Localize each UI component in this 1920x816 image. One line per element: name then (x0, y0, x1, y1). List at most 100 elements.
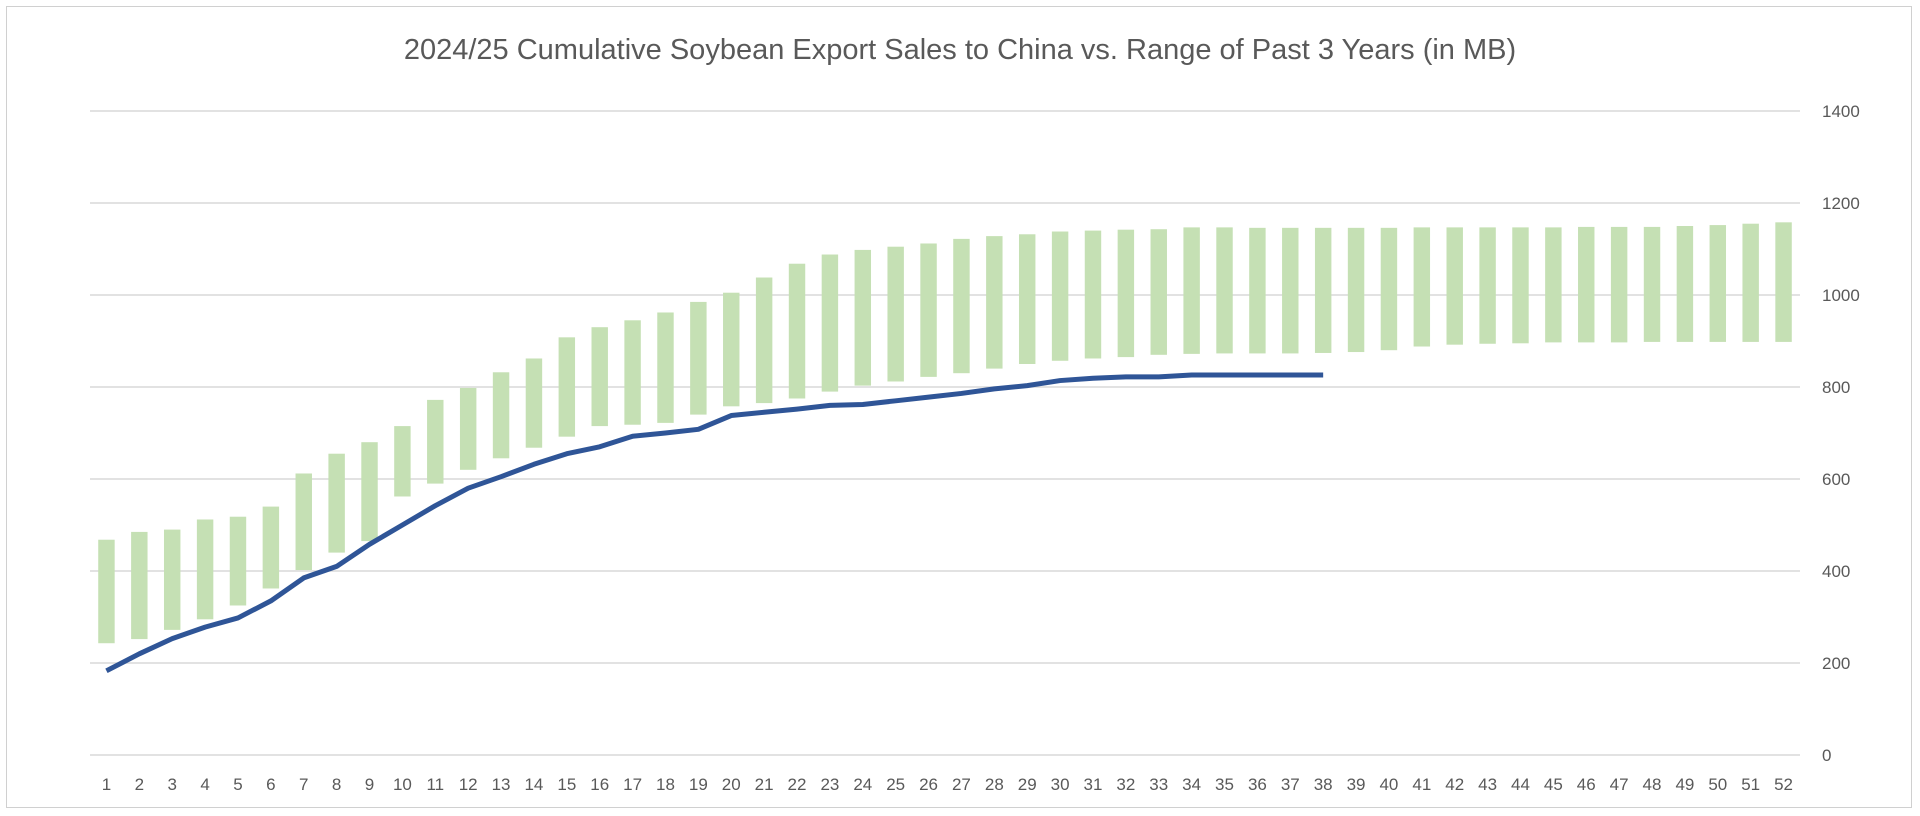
line-series (105, 372, 1324, 674)
range-bar (1512, 227, 1529, 344)
y-tick-label: 400 (1822, 562, 1850, 581)
x-tick-label: 16 (590, 775, 609, 794)
range-bar (163, 529, 181, 630)
x-tick-label: 17 (623, 775, 642, 794)
gridlines (90, 110, 1800, 756)
range-bar (1380, 227, 1398, 351)
range-bar (459, 387, 477, 470)
x-tick-label: 34 (1182, 775, 1201, 794)
x-tick-label: 9 (365, 775, 374, 794)
range-bar (1018, 234, 1036, 364)
range-bar (295, 473, 312, 571)
x-tick-label: 44 (1511, 775, 1530, 794)
range-bar (854, 249, 872, 386)
x-tick-label: 38 (1314, 775, 1333, 794)
x-tick-label: 26 (919, 775, 938, 794)
range-bar (229, 516, 247, 606)
line-2024-25 (105, 372, 1324, 674)
x-tick-label: 33 (1149, 775, 1168, 794)
range-bar (1610, 226, 1628, 343)
range-bar (98, 539, 115, 644)
range-bar (591, 327, 608, 427)
range-bar (1183, 227, 1200, 354)
range-bar (1676, 226, 1694, 342)
x-tick-label: 27 (952, 775, 971, 794)
range-bar (1216, 227, 1233, 354)
chart-frame (6, 6, 1912, 808)
range-bar (1545, 227, 1562, 343)
x-tick-label: 15 (557, 775, 576, 794)
x-tick-label: 18 (656, 775, 675, 794)
range-bar (1709, 225, 1727, 342)
range-bar (690, 301, 707, 415)
x-tick-label: 2 (135, 775, 144, 794)
x-tick-label: 12 (459, 775, 478, 794)
x-tick-label: 24 (853, 775, 872, 794)
range-bar (755, 277, 773, 404)
x-tick-label: 1 (102, 775, 111, 794)
y-tick-label: 800 (1822, 378, 1850, 397)
x-tick-label: 10 (393, 775, 412, 794)
range-bar (953, 238, 970, 374)
x-tick-label: 21 (755, 775, 774, 794)
x-tick-label: 4 (200, 775, 209, 794)
range-bars (98, 222, 1792, 644)
range-bar (1314, 227, 1332, 353)
x-tick-label: 36 (1248, 775, 1267, 794)
x-tick-label: 48 (1643, 775, 1662, 794)
x-tick-label: 32 (1116, 775, 1135, 794)
x-tick-label: 25 (886, 775, 905, 794)
y-tick-label: 1400 (1822, 102, 1860, 121)
x-tick-label: 14 (524, 775, 543, 794)
y-tick-label: 200 (1822, 654, 1850, 673)
range-bar (1150, 229, 1167, 355)
range-bar (558, 337, 576, 437)
x-tick-label: 43 (1478, 775, 1497, 794)
range-bar (1446, 227, 1463, 345)
range-bar (1775, 222, 1792, 342)
x-tick-label: 35 (1215, 775, 1234, 794)
x-tick-label: 20 (722, 775, 741, 794)
range-bar (887, 246, 904, 382)
x-tick-label: 6 (266, 775, 275, 794)
x-tick-label: 3 (167, 775, 176, 794)
x-tick-label: 40 (1379, 775, 1398, 794)
range-bar (1347, 227, 1365, 353)
range-bar (1282, 227, 1299, 354)
x-tick-label: 41 (1412, 775, 1431, 794)
x-tick-label: 22 (788, 775, 807, 794)
x-tick-label: 50 (1708, 775, 1727, 794)
y-tick-label: 600 (1822, 470, 1850, 489)
range-bar (624, 320, 641, 425)
range-bar (723, 292, 740, 407)
x-tick-label: 28 (985, 775, 1004, 794)
chart-title: 2024/25 Cumulative Soybean Export Sales … (403, 34, 1517, 66)
range-bar (1117, 229, 1135, 358)
range-bar (525, 358, 543, 448)
x-tick-label: 45 (1544, 775, 1563, 794)
x-tick-labels: 1 2 3 4 5 6 7 8 9 10 11 12 13 14 15 16 17 18 19 20 21 22 23 24 2… (102, 775, 1793, 794)
range-bar (131, 531, 148, 640)
range-bar (196, 519, 214, 620)
range-bar (427, 399, 444, 484)
x-tick-label: 8 (332, 775, 341, 794)
range-bar (1249, 227, 1266, 354)
range-bar (1051, 231, 1069, 361)
range-bar (394, 426, 411, 497)
range-bar (1084, 230, 1102, 359)
x-tick-label: 5 (233, 775, 242, 794)
range-bar (1742, 223, 1759, 342)
x-tick-label: 29 (1018, 775, 1037, 794)
range-bar (1479, 227, 1496, 344)
range-bar (986, 236, 1003, 369)
range-bar (1413, 227, 1431, 347)
range-bar (328, 453, 345, 553)
x-tick-label: 52 (1774, 775, 1793, 794)
x-tick-label: 23 (820, 775, 839, 794)
x-tick-label: 42 (1445, 775, 1464, 794)
x-tick-label: 47 (1610, 775, 1629, 794)
range-bar (788, 263, 806, 399)
x-tick-label: 11 (426, 775, 444, 794)
x-tick-label: 19 (689, 775, 708, 794)
y-tick-label: 0 (1822, 746, 1831, 765)
